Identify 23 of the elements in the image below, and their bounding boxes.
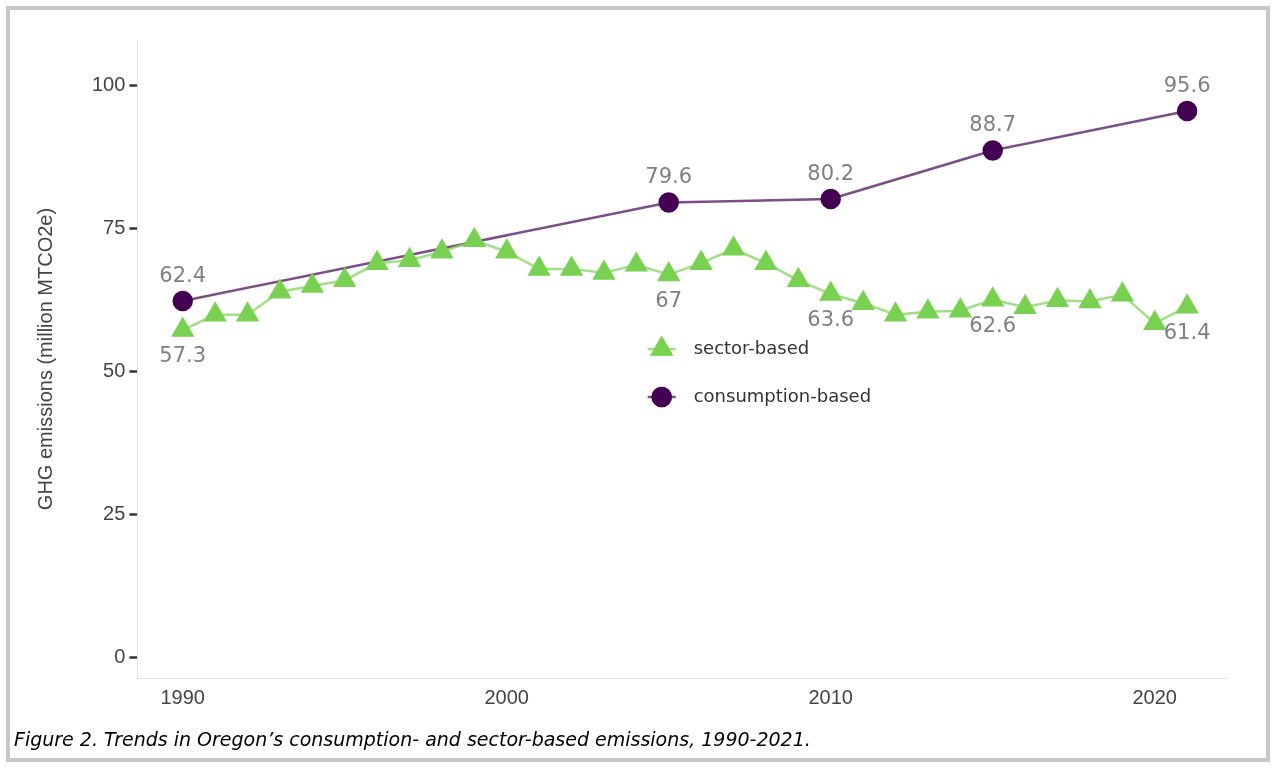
caption: Figure 2. Trends in Oregon’s consumption- and sector-based emissions, 1990-2021. — [14, 728, 811, 750]
y-axis-title: GHG emissions (million MTCO2e) — [33, 207, 56, 511]
data-label: 95.6 — [1163, 72, 1211, 97]
y-tick-label: 75 — [103, 216, 126, 239]
legend-label: consumption-based — [693, 384, 872, 406]
data-label: 62.4 — [159, 262, 207, 287]
x-tick-label: 2020 — [1132, 685, 1177, 708]
data-label: 80.2 — [807, 161, 855, 186]
x-tick-label: 2010 — [808, 685, 853, 708]
data-label: 88.7 — [969, 112, 1017, 137]
data-label: 61.4 — [1163, 319, 1211, 344]
data-label: 62.6 — [969, 312, 1017, 337]
legend-label: sector-based — [693, 336, 810, 358]
y-tick-label: 25 — [103, 502, 126, 525]
x-tick-label: 2000 — [484, 685, 529, 708]
y-tick-label: 100 — [91, 73, 126, 96]
y-tick-label: 0 — [114, 645, 126, 668]
y-tick-label: 50 — [103, 359, 126, 382]
data-label: 63.6 — [807, 307, 855, 332]
data-label: 79.6 — [645, 164, 693, 189]
x-tick-label: 1990 — [160, 685, 205, 708]
data-label: 67 — [655, 287, 683, 312]
data-label: 57.3 — [159, 343, 207, 368]
